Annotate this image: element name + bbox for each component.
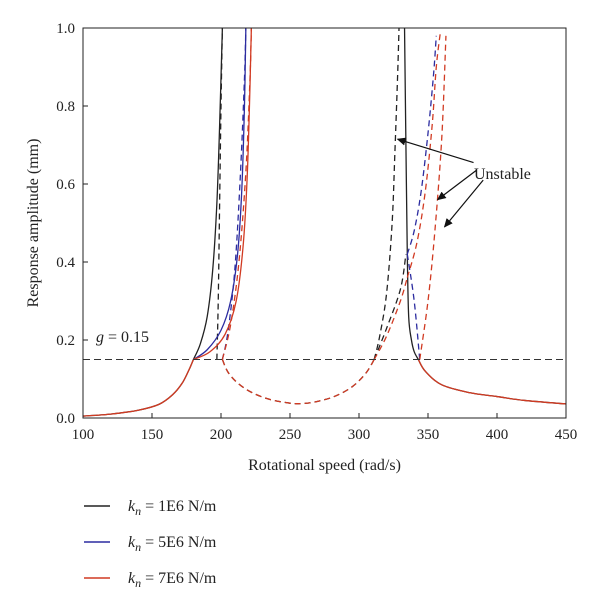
annotation-layer: Unstable	[396, 137, 531, 228]
series-1-stable-2	[192, 28, 224, 360]
series-3-unstable-1	[221, 359, 375, 405]
y-tick-label: 0.0	[56, 411, 75, 427]
series-1-unstable-1	[216, 28, 224, 360]
legend-item-3: kn = 7E6 N/m	[84, 570, 217, 590]
series-1-stable-4	[417, 359, 566, 405]
legend: kn = 1E6 N/m kn = 5E6 N/m kn = 7E6 N/m	[84, 498, 217, 590]
x-tick-label: 200	[210, 427, 233, 443]
x-tick-label: 400	[486, 427, 509, 443]
series-3-stable-2	[193, 28, 253, 361]
legend-item-2: kn = 5E6 N/m	[84, 534, 217, 554]
threshold-label-value: = 0.15	[104, 329, 149, 346]
legend-item-1: kn = 1E6 N/m	[84, 498, 217, 518]
x-tick-label: 350	[417, 427, 440, 443]
unstable-annotation: Unstable	[474, 166, 531, 183]
legend-label: kn = 1E6 N/m	[128, 498, 217, 518]
x-tick-label: 100	[72, 427, 95, 443]
series-3-unstable-3	[373, 277, 408, 360]
x-tick-label: 150	[141, 427, 164, 443]
series-3	[83, 28, 566, 417]
series-layer	[83, 28, 566, 417]
y-tick-label: 1.0	[56, 21, 75, 37]
series-2	[193, 28, 437, 361]
y-axis-title: Response amplitude (mm)	[25, 139, 42, 308]
legend-label: kn = 5E6 N/m	[128, 534, 217, 554]
series-1	[83, 28, 566, 417]
x-tick-label: 450	[555, 427, 578, 443]
unstable-arrow-3	[443, 179, 484, 228]
series-1-unstable-3	[373, 28, 400, 360]
x-axis-title: Rotational speed (rad/s)	[248, 457, 401, 474]
y-tick-label: 0.4	[56, 255, 75, 271]
x-tick-label: 250	[279, 427, 302, 443]
series-1-stable-3	[403, 28, 419, 360]
series-2-stable-1	[193, 28, 247, 361]
y-tick-label: 0.8	[56, 99, 75, 115]
series-3-stable-1	[83, 359, 194, 417]
series-2-unstable-3	[406, 254, 421, 360]
series-3-stable-3	[417, 359, 566, 405]
y-tick-label: 0.6	[56, 177, 75, 193]
unstable-arrow-1	[396, 137, 474, 164]
series-2-unstable-2	[406, 35, 437, 255]
series-3-unstable-5	[406, 31, 442, 278]
ticks-layer: 100 150 200 250 300 350 400 450 0.0 0.2 0.4 0.6 0.8 1…	[56, 21, 577, 443]
x-tick-label: 300	[348, 427, 371, 443]
unstable-arrow-2	[436, 169, 477, 201]
threshold-label: g = 0.15	[96, 329, 149, 346]
series-1-unstable-4	[373, 254, 407, 360]
series-1-stable-1	[83, 359, 194, 417]
threshold-label-symbol: g	[96, 329, 104, 346]
series-1-unstable-2	[221, 359, 375, 405]
y-tick-label: 0.2	[56, 333, 75, 349]
plot-frame	[82, 27, 567, 419]
legend-label: kn = 7E6 N/m	[128, 570, 217, 590]
